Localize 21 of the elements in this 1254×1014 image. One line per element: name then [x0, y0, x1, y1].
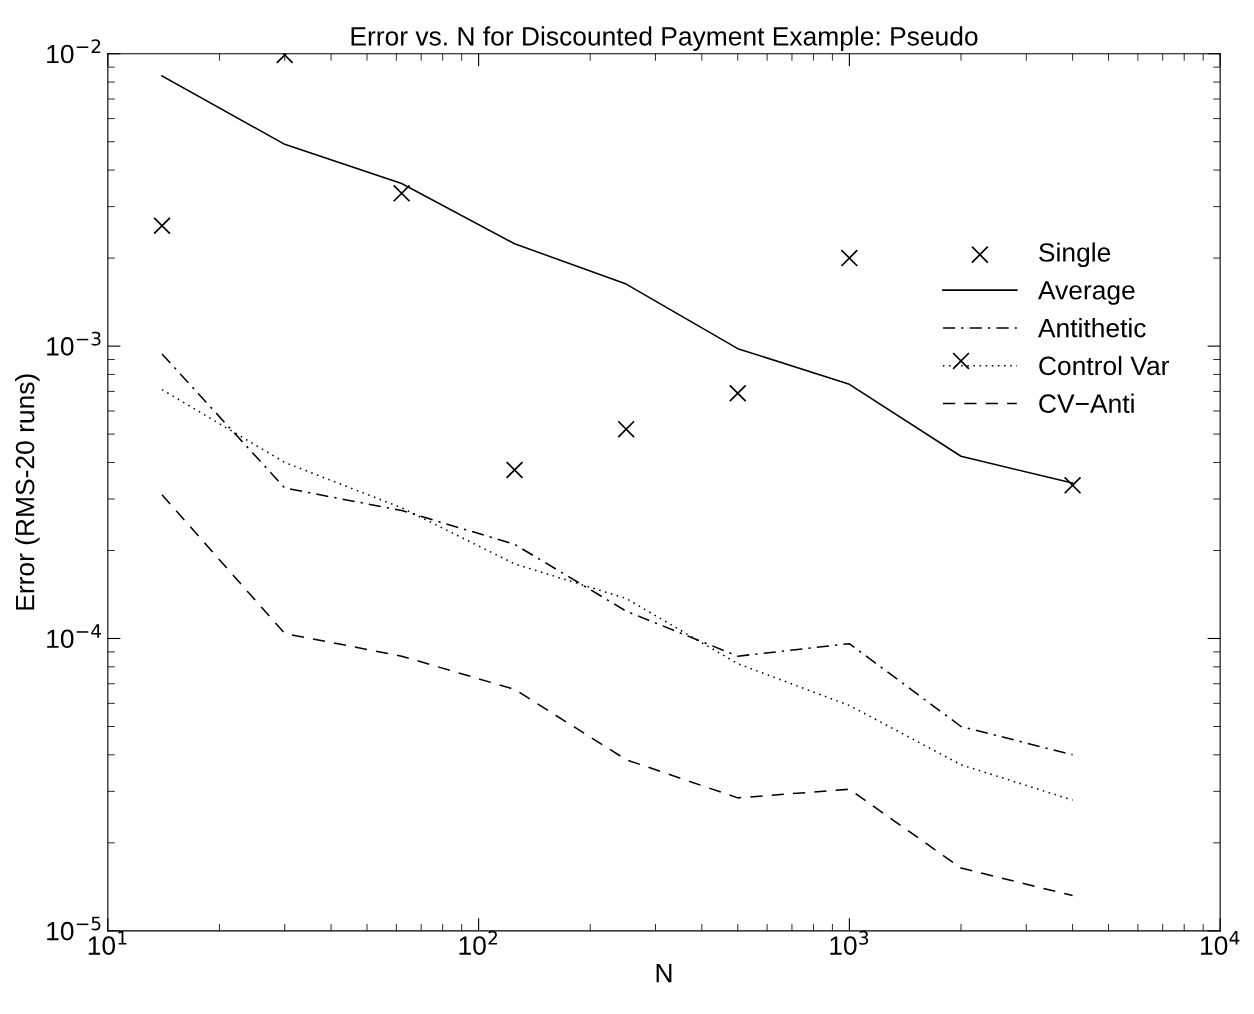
- x-tick-label: 10$^{4}$: [1201, 931, 1240, 955]
- point: [392, 184, 411, 203]
- y-tick-label: 10$^{−3}$: [47, 331, 101, 356]
- y-axis-title: Error (RMS-20 runs): [15, 374, 40, 610]
- point: [952, 352, 970, 370]
- point: [1063, 476, 1082, 495]
- point: [729, 384, 747, 402]
- point: [505, 461, 524, 479]
- chart-title: Error vs. N for Discounted Payment Example: Pseudo: [351, 26, 978, 51]
- x-axis-title: N: [656, 964, 672, 983]
- legend-label: Average: [1037, 281, 1135, 305]
- y-tick-label: 10$^{−4}$: [47, 624, 101, 649]
- point: [840, 249, 859, 267]
- y-tick-label: 10$^{−2}$: [47, 39, 101, 64]
- point: [617, 420, 635, 438]
- x-tick-label: 10$^{3}$: [830, 930, 869, 955]
- legend-label: Single: [1039, 242, 1111, 268]
- legend-label: Control Var: [1039, 355, 1169, 376]
- x-tick-label: 10$^{2}$: [459, 930, 498, 955]
- legend-label: Antithetic: [1037, 318, 1146, 338]
- legend-label: CV−Anti: [1039, 393, 1134, 413]
